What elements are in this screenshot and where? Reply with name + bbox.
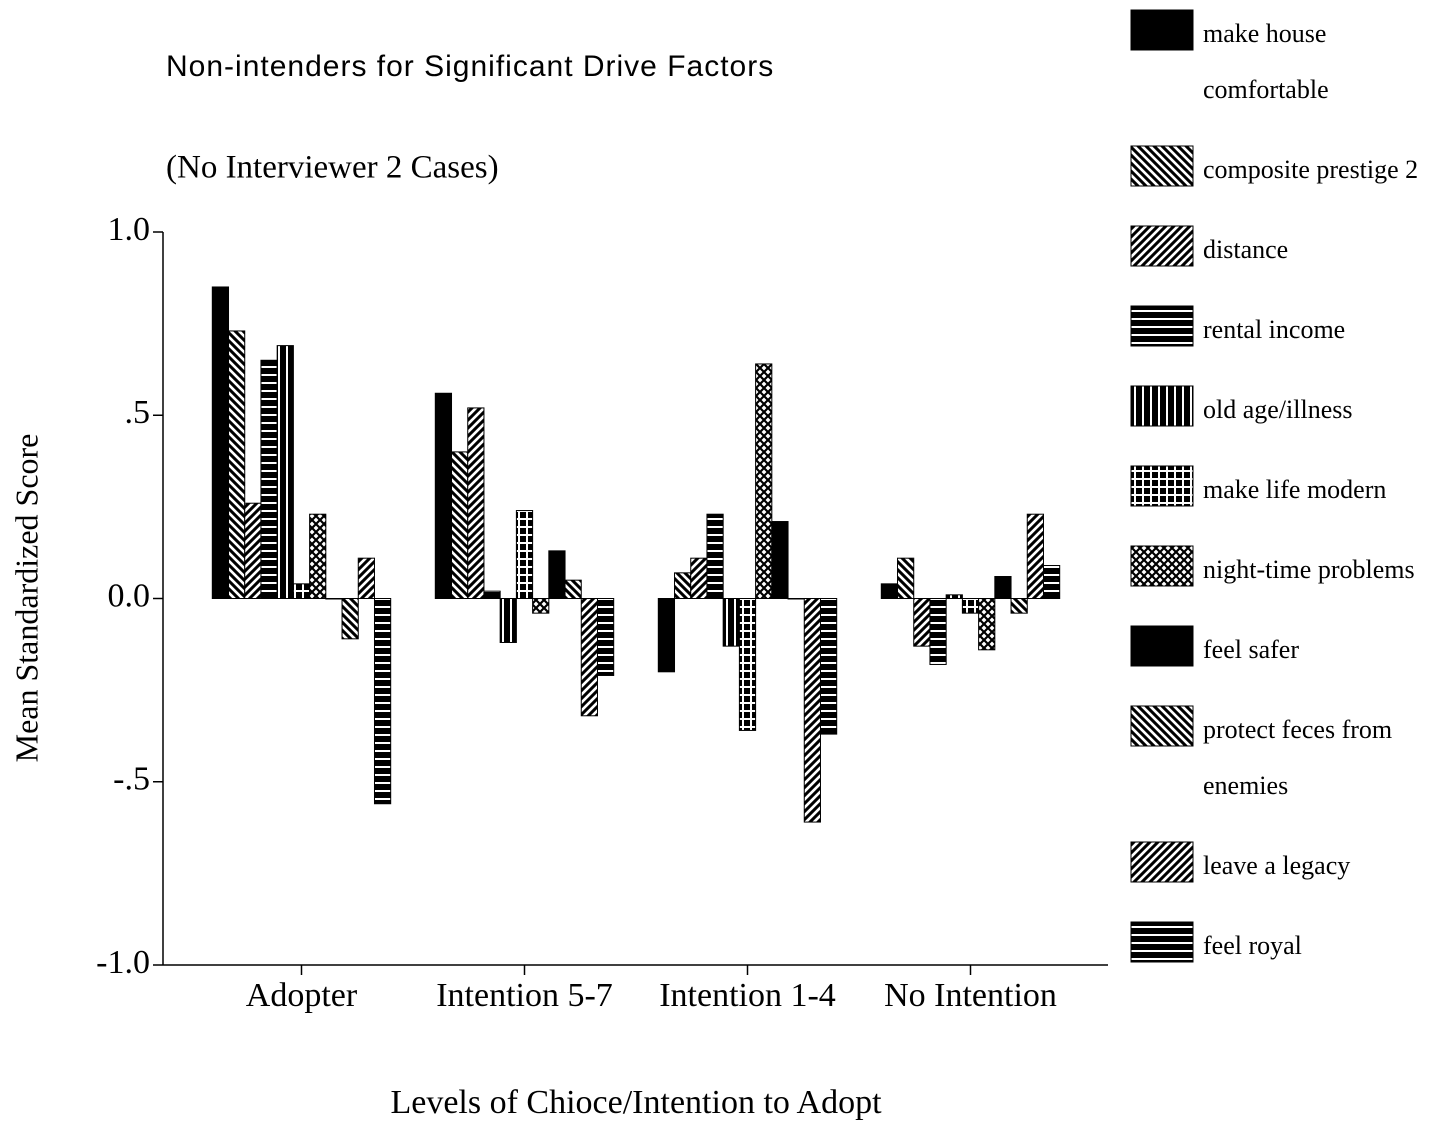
bar bbox=[722, 598, 740, 647]
bar bbox=[532, 598, 550, 614]
bar bbox=[341, 598, 359, 640]
legend-swatch bbox=[1130, 9, 1194, 51]
legend-label: leave a legacy bbox=[1203, 851, 1351, 880]
chart-subtitle: (No Interviewer 2 Cases) bbox=[166, 150, 499, 186]
bar bbox=[211, 286, 230, 599]
bar bbox=[978, 598, 996, 651]
legend-swatch bbox=[1130, 225, 1194, 267]
y-tick-label: -1.0 bbox=[96, 944, 150, 981]
bar bbox=[276, 345, 294, 599]
legend-swatch bbox=[1130, 385, 1194, 427]
y-axis-label: Mean Standardized Score bbox=[8, 434, 44, 763]
bar bbox=[596, 598, 615, 676]
legend-swatch bbox=[1130, 921, 1194, 963]
legend-swatch bbox=[1130, 545, 1194, 587]
bar bbox=[564, 579, 582, 599]
bar bbox=[755, 363, 773, 599]
x-axis-label: Levels of Chioce/Intention to Adopt bbox=[390, 1084, 882, 1121]
legend-label: feel royal bbox=[1203, 931, 1302, 960]
y-tick-label: 1.0 bbox=[108, 211, 151, 248]
bar bbox=[819, 598, 838, 735]
x-tick-label: No Intention bbox=[884, 977, 1057, 1014]
bar bbox=[499, 598, 517, 643]
bar bbox=[451, 451, 469, 599]
bar bbox=[913, 598, 931, 647]
bar bbox=[657, 598, 676, 673]
bar bbox=[357, 557, 375, 599]
legend-swatch bbox=[1130, 305, 1194, 347]
legend-label: feel safer bbox=[1203, 635, 1299, 664]
bar bbox=[929, 598, 947, 665]
chart-title: Non-intenders for Significant Drive Fact… bbox=[166, 50, 774, 83]
legend-label: make life modern bbox=[1203, 475, 1387, 504]
legend-label: rental income bbox=[1203, 315, 1346, 344]
bar bbox=[292, 583, 311, 600]
y-tick-label: 0.0 bbox=[108, 577, 151, 614]
bar bbox=[690, 557, 708, 599]
bar bbox=[515, 510, 534, 600]
bar bbox=[483, 590, 501, 599]
x-tick-label: Intention 5-7 bbox=[436, 977, 613, 1014]
bar bbox=[260, 359, 278, 599]
bar bbox=[961, 598, 980, 614]
bar bbox=[1010, 598, 1028, 614]
bar bbox=[738, 598, 757, 731]
legend-label: night-time problems bbox=[1203, 555, 1415, 584]
legend-label: old age/illness bbox=[1203, 395, 1353, 424]
bar bbox=[897, 557, 915, 599]
y-tick-label: .5 bbox=[125, 394, 151, 431]
x-tick-label: Adopter bbox=[246, 977, 358, 1014]
bar bbox=[244, 502, 262, 599]
legend-label: make house comfortable bbox=[1203, 19, 1329, 104]
bar bbox=[434, 392, 453, 600]
bar bbox=[880, 583, 899, 600]
bar bbox=[674, 572, 692, 599]
bar bbox=[467, 407, 485, 600]
bar bbox=[787, 598, 805, 600]
legend-swatch bbox=[1130, 841, 1194, 883]
bar bbox=[325, 598, 343, 600]
bar bbox=[994, 576, 1012, 600]
bar bbox=[548, 550, 566, 599]
bar bbox=[1042, 565, 1061, 600]
legend-label: composite prestige 2 bbox=[1203, 155, 1419, 184]
y-tick-label: -.5 bbox=[113, 761, 150, 798]
bar bbox=[373, 598, 392, 805]
legend-swatch bbox=[1130, 145, 1194, 187]
bar bbox=[309, 513, 327, 600]
bar bbox=[803, 598, 821, 823]
legend-label: distance bbox=[1203, 235, 1289, 264]
bar bbox=[706, 513, 724, 600]
bar bbox=[945, 594, 963, 600]
bar bbox=[771, 521, 789, 599]
legend-label: protect feces from enemies bbox=[1203, 715, 1393, 800]
legend-swatch bbox=[1130, 625, 1194, 667]
legend-swatch bbox=[1130, 465, 1194, 507]
bar bbox=[580, 598, 598, 717]
bar bbox=[228, 330, 246, 599]
bar bbox=[1026, 513, 1044, 600]
x-tick-label: Intention 1-4 bbox=[659, 977, 836, 1014]
legend-swatch bbox=[1130, 705, 1194, 747]
